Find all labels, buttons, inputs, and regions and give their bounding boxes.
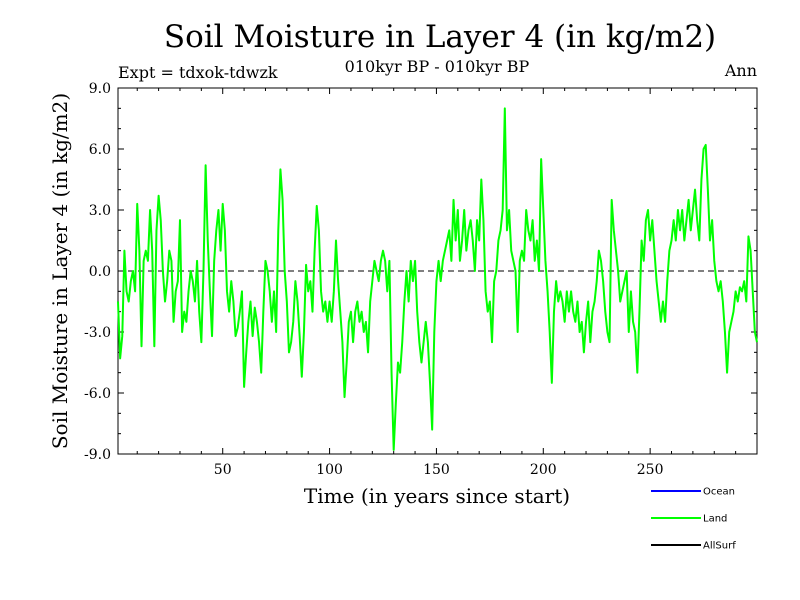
x-tick-label: 150	[423, 462, 450, 478]
x-tick-label: 200	[530, 462, 557, 478]
expt-label: Expt = tdxok-tdwzk	[118, 63, 278, 82]
legend-label-ocean: Ocean	[703, 487, 735, 498]
y-tick-label: -3.0	[84, 325, 111, 341]
series-layer	[117, 107, 758, 451]
x-tick-label: 50	[214, 462, 232, 478]
chart-subtitle: 010kyr BP - 010kyr BP	[345, 57, 530, 76]
y-tick-label: -6.0	[84, 386, 111, 402]
chart-title: Soil Moisture in Layer 4 (in kg/m2)	[164, 19, 716, 55]
series-line-land	[117, 107, 758, 451]
y-tick-label: 3.0	[89, 203, 111, 219]
x-axis-label: Time (in years since start)	[304, 484, 570, 508]
y-tick-label: -9.0	[84, 447, 111, 463]
legend: Ocean Land AllSurf	[651, 487, 736, 552]
legend-label-allsurf: AllSurf	[703, 541, 736, 552]
ticks-layer: 9.0 6.0 3.0 0.0 -3.0 -6.0 -9.0 50 100 150 200 250	[84, 81, 757, 478]
x-tick-label: 100	[316, 462, 343, 478]
y-tick-label: 0.0	[89, 264, 111, 280]
legend-label-land: Land	[703, 514, 727, 525]
y-axis-label: Soil Moisture in Layer 4 (in kg/m2)	[48, 93, 72, 449]
y-tick-label: 9.0	[89, 81, 111, 97]
period-label: Ann	[724, 61, 757, 80]
y-tick-label: 6.0	[89, 142, 111, 158]
x-tick-label: 250	[637, 462, 664, 478]
